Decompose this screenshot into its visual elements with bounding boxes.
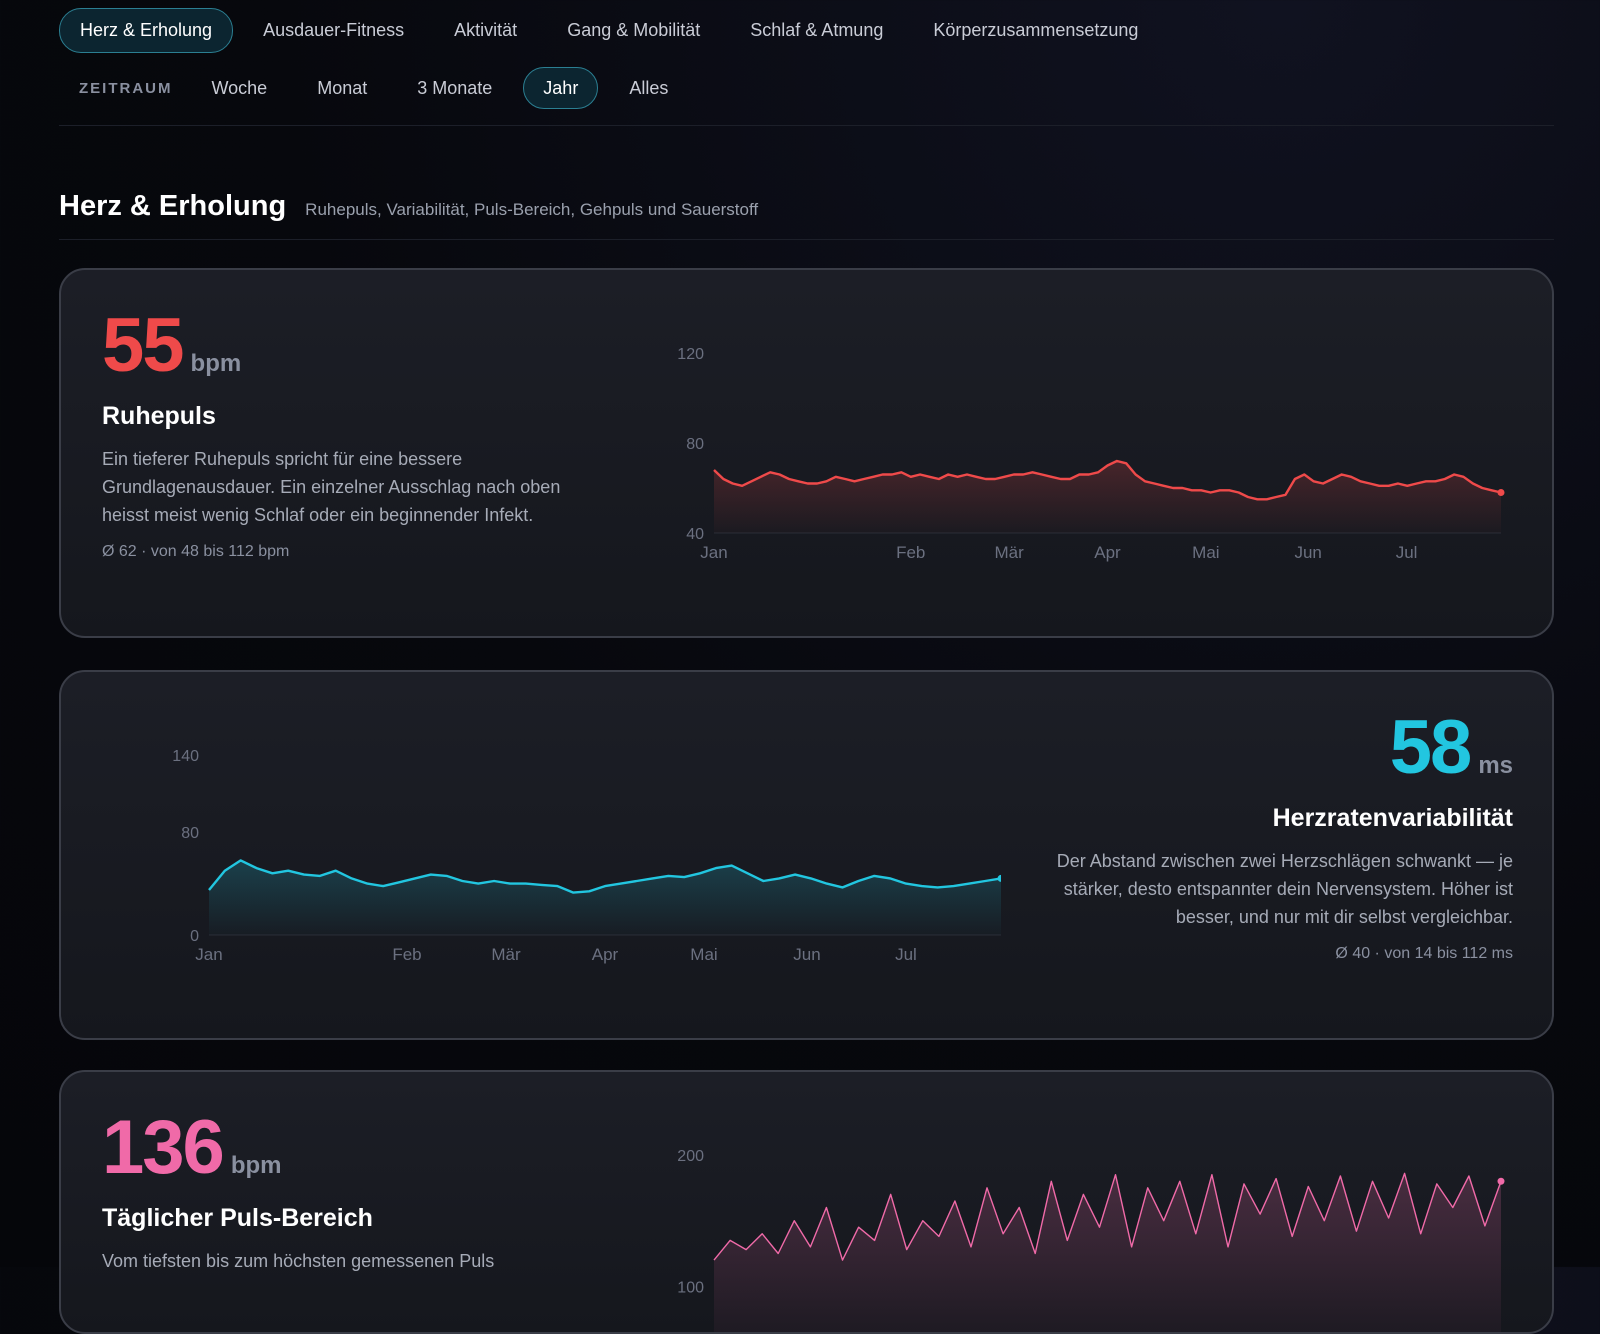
series-line <box>713 459 1502 501</box>
section-title: Herz & Erholung <box>59 190 287 222</box>
metric-stat: Ø 40 · von 14 bis 112 ms <box>1335 945 1513 962</box>
y-tick-label: 0 <box>190 928 199 945</box>
section-subtitle: Ruhepuls, Variabilität, Puls-Bereich, Ge… <box>305 200 759 219</box>
chart-puls-bereich: 100 200 <box>677 1148 1505 1332</box>
x-tick-label: Feb <box>896 543 925 562</box>
y-tick-label: 140 <box>172 748 199 765</box>
tab-schlaf-atmung[interactable]: Schlaf & Atmung <box>750 20 884 40</box>
metric-description: Der Abstand zwischen zwei Herzschlägen s… <box>1056 851 1513 927</box>
series-area <box>714 461 1501 533</box>
chart-hrv: 0 80 140 Jan Feb Mär Apr Mai Jun Jul <box>172 748 1001 964</box>
y-tick-label: 40 <box>686 526 704 543</box>
x-tick-label: Jun <box>1294 543 1321 562</box>
series-line <box>713 1172 1502 1261</box>
card-puls-bereich: 136 bpm Täglicher Puls-Bereich Vom tiefs… <box>59 1070 1554 1334</box>
last-point <box>1497 489 1505 496</box>
header-divider <box>59 125 1554 126</box>
x-tick-label: Jul <box>895 945 917 964</box>
period-selector: ZEITRAUM Woche Monat 3 Monate Jahr Alles <box>59 67 699 109</box>
metric-unit: bpm <box>190 350 242 377</box>
x-tick-label: Jul <box>1396 543 1418 562</box>
last-point <box>1497 1177 1505 1185</box>
period-3-monate[interactable]: 3 Monate <box>417 78 493 98</box>
series-line <box>208 859 1001 894</box>
x-tick-label: Mai <box>1192 543 1219 562</box>
period-alles[interactable]: Alles <box>629 78 669 98</box>
category-tabs: Herz & Erholung Ausdauer-Fitness Aktivit… <box>59 8 1168 53</box>
metric-unit: bpm <box>230 1152 282 1179</box>
metric-value: 55 <box>102 303 185 388</box>
last-point <box>997 874 1001 882</box>
section-divider <box>59 239 1554 240</box>
x-tick-label: Jan <box>195 945 222 964</box>
y-tick-label: 80 <box>181 825 199 842</box>
metric-title: Herzratenvariabilität <box>1272 804 1513 832</box>
metric-puls-bereich: 136 bpm Täglicher Puls-Bereich Vom tiefs… <box>102 1110 572 1275</box>
series-area <box>714 1173 1501 1332</box>
tab-gang-mobilitaet[interactable]: Gang & Mobilität <box>567 20 701 40</box>
period-monat[interactable]: Monat <box>317 78 368 98</box>
x-tick-label: Feb <box>392 945 421 964</box>
metric-ruhepuls: 55 bpm Ruhepuls Ein tieferer Ruhepuls sp… <box>102 308 572 561</box>
period-jahr[interactable]: Jahr <box>523 67 599 109</box>
metric-unit: ms <box>1478 752 1513 779</box>
metric-stat: Ø 62 · von 48 bis 112 bpm <box>102 543 290 560</box>
metric-value: 58 <box>1389 705 1473 790</box>
period-label: ZEITRAUM <box>79 79 173 97</box>
card-hrv: 0 80 140 Jan Feb Mär Apr Mai Jun Jul 58 ms Herzra… <box>59 670 1554 1040</box>
series-area <box>209 860 1001 935</box>
x-tick-label: Apr <box>592 945 619 964</box>
y-tick-label: 200 <box>677 1148 704 1165</box>
tab-koerperzusammensetzung[interactable]: Körperzusammensetzung <box>933 20 1139 40</box>
metric-title: Täglicher Puls-Bereich <box>102 1204 373 1232</box>
metric-hrv: 58 ms Herzratenvariabilität Der Abstand … <box>1043 710 1513 963</box>
period-woche[interactable]: Woche <box>211 78 268 98</box>
tab-herz-erholung[interactable]: Herz & Erholung <box>59 8 234 53</box>
x-tick-label: Apr <box>1094 543 1121 562</box>
y-tick-label: 100 <box>677 1279 704 1296</box>
tab-aktivitaet[interactable]: Aktivität <box>454 20 518 40</box>
x-tick-label: Mai <box>690 945 717 964</box>
metric-description: Vom tiefsten bis zum höchsten gemessenen… <box>102 1251 495 1271</box>
metric-value: 136 <box>102 1105 225 1190</box>
card-ruhepuls: 55 bpm Ruhepuls Ein tieferer Ruhepuls sp… <box>59 268 1554 638</box>
x-tick-label: Mär <box>994 543 1024 562</box>
chart-ruhepuls: 40 80 120 Jan Feb Mär Apr Mai Jun Jul <box>677 346 1505 562</box>
metric-description: Ein tieferer Ruhepuls spricht für eine b… <box>102 449 561 525</box>
tab-ausdauer-fitness[interactable]: Ausdauer-Fitness <box>263 20 405 40</box>
y-tick-label: 80 <box>686 436 704 453</box>
x-tick-label: Jun <box>793 945 820 964</box>
section-header: Herz & Erholung Ruhepuls, Variabilität, … <box>59 190 758 223</box>
x-tick-label: Jan <box>700 543 727 562</box>
x-tick-label: Mär <box>491 945 521 964</box>
y-tick-label: 120 <box>677 346 704 363</box>
metric-title: Ruhepuls <box>102 402 216 430</box>
